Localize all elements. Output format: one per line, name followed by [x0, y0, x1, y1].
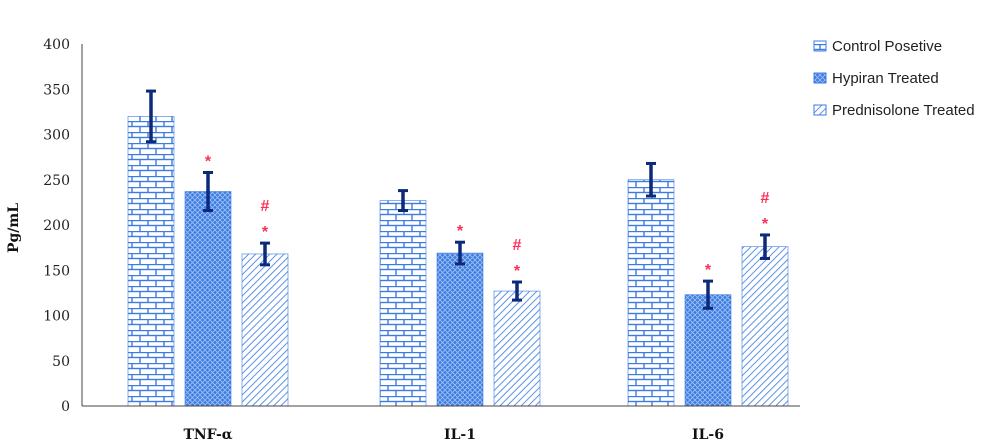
bar-diagonal-1	[493, 290, 541, 407]
error-bars	[146, 89, 770, 310]
error-bar	[646, 161, 656, 198]
x-category-label: TNF-α	[183, 427, 232, 443]
y-tick-label: 250	[43, 173, 70, 189]
y-tick-label: 100	[43, 309, 70, 325]
y-tick-label: 300	[43, 128, 70, 144]
asterisk-mark: *	[705, 262, 712, 279]
y-tick-label: 0	[61, 399, 70, 415]
bar-diagonal-0	[241, 253, 289, 407]
error-bar	[455, 240, 465, 266]
y-tick-label: 400	[43, 37, 70, 53]
hash-mark: #	[761, 190, 770, 207]
legend-swatch	[813, 40, 827, 52]
bars	[127, 116, 789, 407]
y-tick-label: 50	[52, 354, 70, 370]
y-axis-ticks: 0 50 100 150 200 250 300 350 400	[43, 37, 70, 415]
error-bar	[398, 189, 408, 213]
x-category-label: IL-6	[692, 427, 724, 443]
legend-label: Hypiran Treated	[832, 70, 939, 87]
bar-diagonal-2	[741, 246, 789, 407]
legend-swatch	[813, 104, 827, 116]
asterisk-mark: *	[205, 154, 212, 171]
legend-item: Prednisolone Treated	[813, 102, 975, 119]
legend: Control Posetive Hypiran Treated Prednisol…	[813, 38, 975, 119]
legend-item: Hypiran Treated	[813, 70, 939, 87]
legend-item: Control Posetive	[813, 38, 942, 55]
bar-brick-1	[379, 200, 427, 407]
bar-crosshatch-1	[436, 252, 484, 407]
error-bar	[760, 233, 770, 260]
bar-crosshatch-0	[184, 191, 232, 407]
error-bar	[146, 89, 156, 144]
asterisk-mark: *	[514, 263, 521, 280]
legend-label: Control Posetive	[832, 38, 942, 55]
bar-brick-2	[627, 179, 675, 407]
x-axis-labels: TNF-α IL-1 IL-6	[183, 427, 724, 443]
legend-swatch	[813, 72, 827, 84]
error-bar	[260, 241, 270, 267]
asterisk-mark: *	[457, 223, 464, 240]
bar-crosshatch-2	[684, 294, 732, 407]
x-category-label: IL-1	[444, 427, 476, 443]
hash-mark: #	[513, 237, 522, 254]
error-bar	[703, 279, 713, 310]
bar-brick-0	[127, 116, 175, 407]
error-bar	[512, 280, 522, 302]
asterisk-mark: *	[762, 216, 769, 233]
hash-mark: #	[261, 198, 270, 215]
y-axis-label: Pg/mL	[6, 203, 22, 253]
y-tick-label: 200	[43, 218, 70, 234]
error-bar	[203, 171, 213, 213]
legend-label: Prednisolone Treated	[832, 102, 975, 119]
significance-marks: * * # * * # * * #	[205, 154, 770, 281]
y-tick-label: 150	[43, 263, 70, 279]
asterisk-mark: *	[262, 224, 269, 241]
y-tick-label: 350	[43, 82, 70, 98]
